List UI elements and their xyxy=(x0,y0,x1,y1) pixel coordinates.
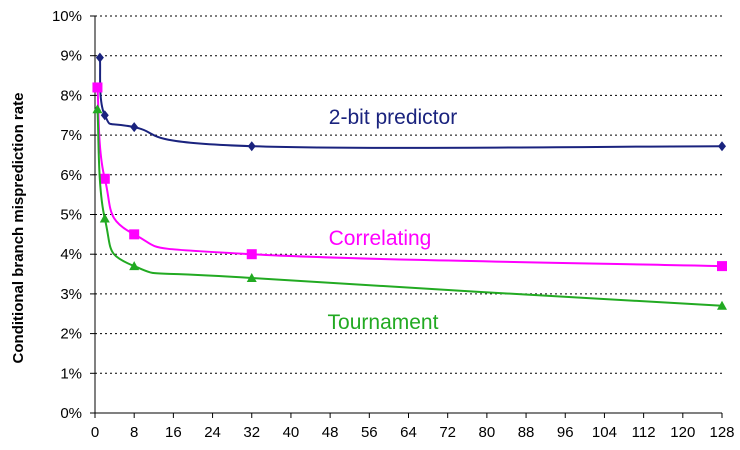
y-tick-label: 9% xyxy=(60,48,82,65)
y-tick-label: 5% xyxy=(60,207,82,224)
y-tick-label: 10% xyxy=(52,8,82,25)
x-tick-label: 96 xyxy=(557,424,574,441)
x-tick-label: 24 xyxy=(204,424,221,441)
x-tick-label: 112 xyxy=(632,424,656,441)
x-tick-label: 56 xyxy=(361,424,378,441)
data-point-correlating xyxy=(92,82,103,93)
series-label-correlating: Correlating xyxy=(329,227,432,250)
data-point-tournament xyxy=(129,261,140,271)
data-point-tournament xyxy=(717,300,727,310)
data-point-2-bit-predictor xyxy=(95,52,104,63)
x-tick-label: 0 xyxy=(91,424,99,441)
y-axis-label: Conditional branch misprediction rate xyxy=(10,93,27,364)
y-tick-label: 6% xyxy=(60,167,82,184)
series-tournament xyxy=(92,104,727,310)
y-tick-label: 0% xyxy=(60,405,82,422)
data-point-2-bit-predictor xyxy=(100,110,109,121)
series-label-2-bit-predictor: 2-bit predictor xyxy=(329,106,457,129)
series-line-tournament xyxy=(96,109,723,307)
series-2-bit-predictor xyxy=(95,52,726,152)
x-tick-label: 48 xyxy=(322,424,339,441)
x-tick-label: 72 xyxy=(439,424,456,441)
x-tick-label: 40 xyxy=(283,424,300,441)
x-tick-label: 64 xyxy=(400,424,417,441)
data-point-correlating xyxy=(246,249,257,260)
x-tick-label: 16 xyxy=(165,424,182,441)
y-tick-label: 4% xyxy=(60,246,82,263)
x-tick-label: 80 xyxy=(479,424,496,441)
data-point-2-bit-predictor xyxy=(130,122,139,133)
data-point-correlating xyxy=(717,261,727,272)
x-tick-label: 104 xyxy=(592,424,617,441)
x-tick-label: 88 xyxy=(518,424,535,441)
x-tick-label: 120 xyxy=(670,424,695,441)
data-point-2-bit-predictor xyxy=(718,141,726,152)
series-label-tournament: Tournament xyxy=(328,311,439,334)
data-point-tournament xyxy=(99,213,110,223)
x-tick-label: 32 xyxy=(243,424,260,441)
y-tick-label: 2% xyxy=(60,326,82,343)
data-point-correlating xyxy=(129,229,140,240)
y-tick-label: 3% xyxy=(60,286,82,303)
data-point-correlating xyxy=(99,173,110,184)
data-point-2-bit-predictor xyxy=(247,141,256,152)
series-correlating xyxy=(92,82,727,272)
x-tick-label: 128 xyxy=(709,424,734,441)
y-tick-label: 1% xyxy=(60,365,82,382)
axes xyxy=(90,15,723,418)
y-axis-tick-labels: 0% 1% 2% 3% 4% 5% 6% 7% 8% 9% 10% xyxy=(52,8,82,422)
x-axis-tick-labels: 0 8 16 24 32 40 48 56 64 72 80 88 96 104 112 120 128 xyxy=(91,424,735,441)
data-point-tournament xyxy=(246,273,257,283)
y-tick-label: 8% xyxy=(60,87,82,104)
data-point-tournament xyxy=(92,104,103,114)
series-labels: 2-bit predictor Correlating Tournament xyxy=(328,106,458,334)
series xyxy=(92,52,727,310)
y-tick-label: 7% xyxy=(60,127,82,144)
x-tick-label: 8 xyxy=(130,424,138,441)
series-line-2-bit-predictor xyxy=(98,57,723,149)
